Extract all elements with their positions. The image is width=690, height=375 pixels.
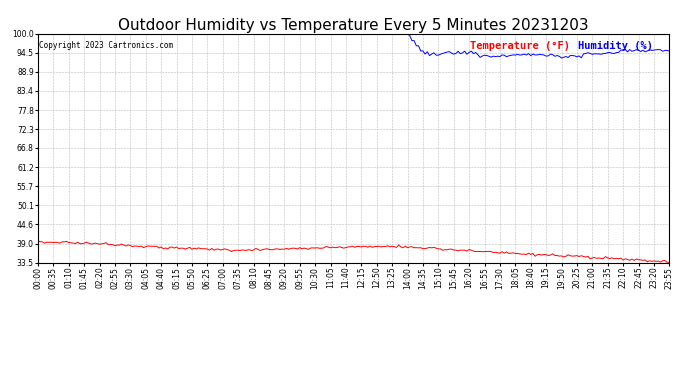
Text: Temperature (°F): Temperature (°F) [471,40,571,51]
Text: Humidity (%): Humidity (%) [578,40,653,51]
Title: Outdoor Humidity vs Temperature Every 5 Minutes 20231203: Outdoor Humidity vs Temperature Every 5 … [118,18,589,33]
Text: Copyright 2023 Cartronics.com: Copyright 2023 Cartronics.com [39,40,172,50]
